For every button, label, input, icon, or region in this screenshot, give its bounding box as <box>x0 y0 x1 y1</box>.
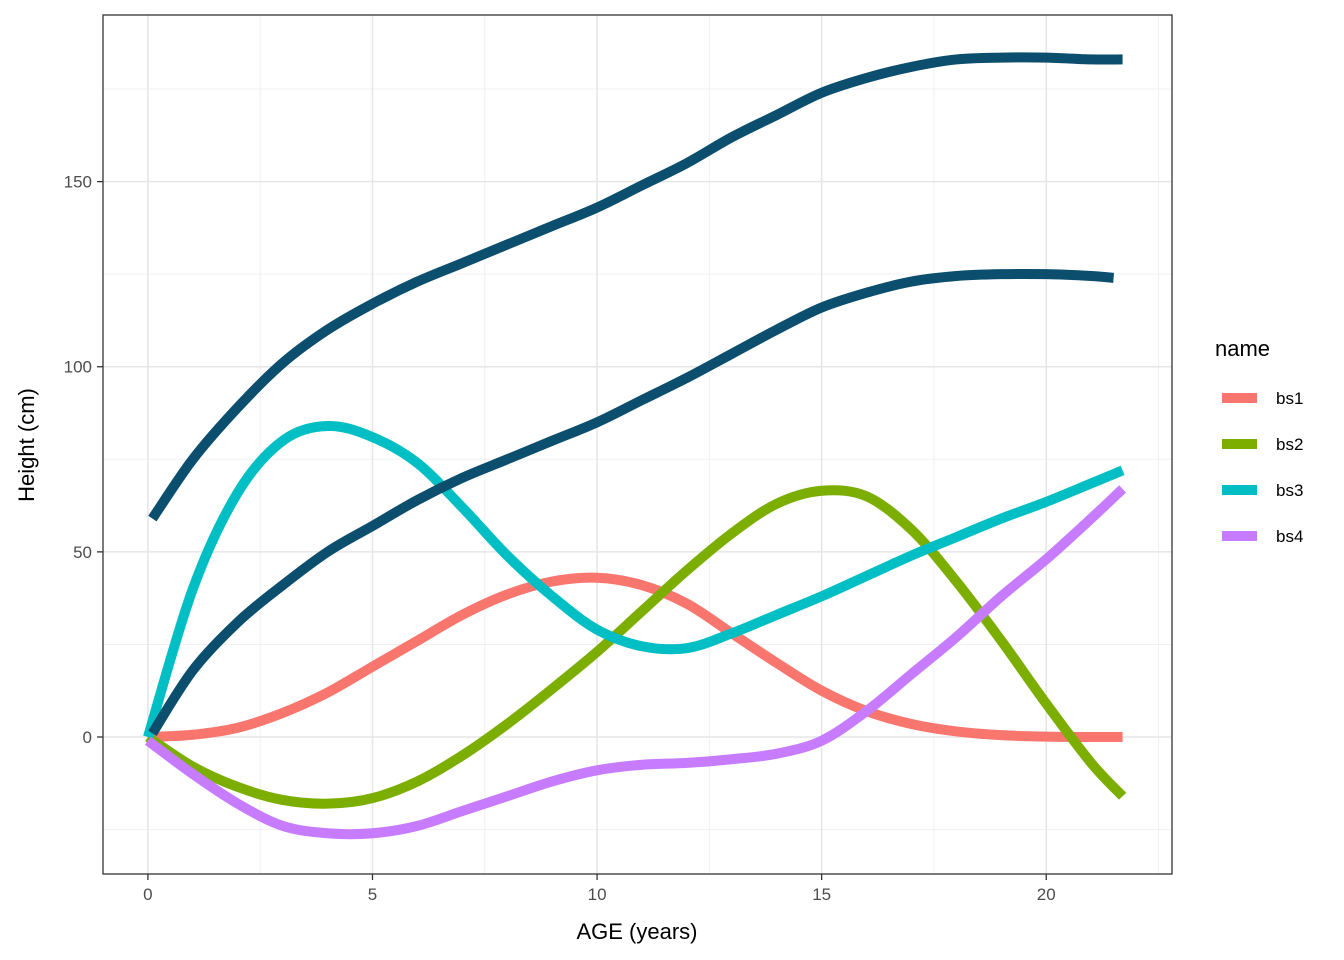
y-axis-title: Height (cm) <box>14 388 39 502</box>
x-tick-label: 5 <box>368 885 377 904</box>
plot-panel-border <box>102 14 1173 875</box>
y-tick-label: 150 <box>64 173 92 192</box>
series-line-bs1 <box>147 572 1123 743</box>
axes: 0 5 10 15 20 0 50 100 150 <box>64 173 1056 904</box>
x-tick-label: 15 <box>812 885 831 904</box>
x-axis-title: AGE (years) <box>576 919 697 944</box>
series-layer <box>143 52 1127 840</box>
y-tick-label: 0 <box>83 728 92 747</box>
legend-label-bs1: bs1 <box>1276 389 1303 408</box>
series-line-unlabeled-4 <box>148 52 1123 522</box>
y-tick-label: 100 <box>64 358 92 377</box>
series-line-bs3 <box>143 420 1125 739</box>
x-tick-label: 20 <box>1037 885 1056 904</box>
plot-panel-background <box>103 15 1172 874</box>
legend-label-bs4: bs4 <box>1276 527 1303 546</box>
legend-title: name <box>1215 336 1270 361</box>
legend-label-bs2: bs2 <box>1276 435 1303 454</box>
x-tick-label: 0 <box>143 885 152 904</box>
legend-label-bs3: bs3 <box>1276 481 1303 500</box>
series-line-unlabeled-5 <box>148 268 1115 736</box>
legend: name bs1 bs2 bs3 bs4 <box>1215 336 1303 546</box>
series-line-bs4 <box>144 485 1127 840</box>
x-tick-label: 10 <box>588 885 607 904</box>
y-tick-label: 50 <box>73 543 92 562</box>
